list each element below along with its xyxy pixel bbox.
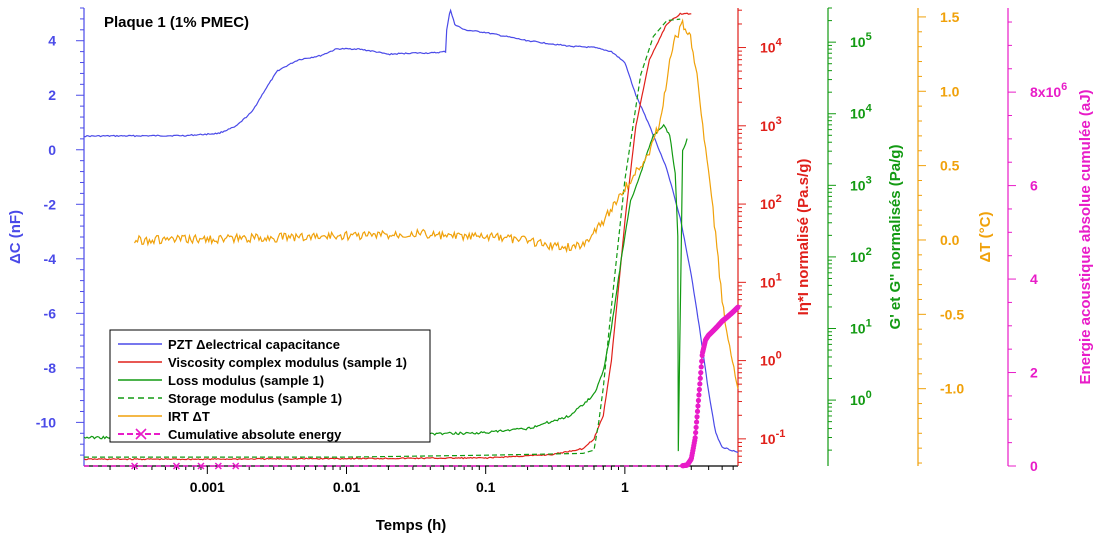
- series-line: [84, 8, 739, 453]
- y-tick-label-dT: 0.0: [940, 232, 960, 248]
- energy-marker: [694, 414, 700, 420]
- y-tick-label-eta: 104: [760, 37, 783, 56]
- y-tick-label-dC: -8: [44, 360, 57, 376]
- series-line: [133, 18, 739, 389]
- y-axis-E: 0 2 4 6 8x106 Energie acoustique absolue cumu…: [1007, 8, 1094, 474]
- x-axis: 0.001 0.01 0.1 1 Temps (h): [109, 466, 734, 534]
- y-tick-label-mod: 102: [850, 246, 872, 265]
- x-tick-label: 0.01: [333, 479, 360, 495]
- energy-marker: [698, 370, 704, 376]
- y-tick-label-dC: 4: [48, 33, 56, 49]
- y-tick-label-dC: -6: [44, 305, 57, 321]
- energy-marker: [131, 462, 139, 470]
- y-tick-label-dT: 1.5: [940, 9, 960, 25]
- y-axis-eta: 10-1 100 101 102 103 104 Iη*I normalisé (Pa.s/…: [737, 8, 812, 466]
- legend-label: Storage modulus (sample 1): [168, 391, 342, 406]
- energy-marker: [214, 462, 222, 470]
- y-axis-dT: 1.5 1.0 0.5 0.0 -0.5 -1.0 ΔT (°C): [917, 8, 994, 466]
- chart-title: Plaque 1 (1% PMEC): [104, 14, 249, 31]
- y-tick-label-dC: -4: [44, 251, 57, 267]
- series-line: [84, 18, 681, 458]
- legend-label: IRT ΔT: [168, 409, 210, 424]
- y-axis-mod: 100 101 102 103 104 105 G' et G'' normalisés (…: [827, 7, 904, 466]
- y-tick-label-mod: 104: [850, 103, 873, 122]
- y-axis-dC: 4 2 0 -2 -4 -6 -8 -10 ΔC (nF): [7, 7, 84, 456]
- x-axis-label: Temps (h): [376, 517, 447, 534]
- energy-marker: [172, 462, 180, 470]
- y-tick-label-dC: 2: [48, 87, 56, 103]
- energy-marker: [697, 375, 703, 381]
- energy-marker: [735, 304, 741, 310]
- y-tick-label-mod: 105: [850, 31, 872, 50]
- series-line: [84, 12, 692, 461]
- y-tick-label-dT: -1.0: [940, 381, 964, 397]
- energy-marker: [197, 462, 205, 470]
- legend-label: Loss modulus (sample 1): [168, 373, 324, 388]
- y-tick-label-mod: 103: [850, 174, 872, 193]
- y-tick-label-mod: 101: [850, 317, 872, 336]
- legend-label: Cumulative absolute energy: [168, 427, 342, 442]
- y-axis-label-mod: G' et G'' normalisés (Pa/g): [887, 145, 904, 330]
- energy-marker: [696, 392, 702, 398]
- y-tick-label-dT: -0.5: [940, 306, 964, 322]
- y-tick-label-dC: -2: [44, 196, 57, 212]
- y-tick-label-eta: 101: [760, 271, 782, 290]
- energy-marker: [693, 424, 699, 430]
- y-axis-label-eta: Iη*I normalisé (Pa.s/g): [795, 159, 812, 316]
- energy-marker: [696, 386, 702, 393]
- x-tick-label: 1: [621, 479, 629, 495]
- y-tick-label-E: 0: [1030, 458, 1038, 474]
- energy-marker: [697, 381, 703, 387]
- y-tick-label-dT: 1.0: [940, 83, 960, 99]
- y-tick-label-E: 2: [1030, 365, 1038, 381]
- x-tick-label: 0.001: [190, 479, 225, 495]
- y-tick-label-eta: 10-1: [760, 428, 785, 447]
- series-layer: [84, 8, 741, 470]
- y-tick-label-dT: 0.5: [940, 158, 960, 174]
- y-axes: 4 2 0 -2 -4 -6 -8 -10 ΔC (nF) 10-1 100 101 102 103 104…: [7, 7, 1094, 474]
- energy-marker: [692, 435, 698, 441]
- y-tick-label-E: 4: [1030, 271, 1038, 287]
- energy-marker: [232, 462, 240, 470]
- x-tick-label: 0.1: [476, 479, 496, 495]
- y-axis-label-E: Energie acoustique absolue cumulée (aJ): [1077, 89, 1094, 384]
- y-tick-label-dC: -10: [36, 414, 56, 430]
- y-tick-label-mod: 100: [850, 389, 872, 408]
- y-tick-label-dC: 0: [48, 142, 56, 158]
- energy-marker: [695, 397, 702, 404]
- y-tick-label-E: 6: [1030, 178, 1038, 194]
- energy-marker: [693, 419, 700, 425]
- y-axis-label-dT: ΔT (°C): [977, 212, 994, 263]
- y-axis-label-dC: ΔC (nF): [7, 210, 24, 264]
- energy-marker: [698, 364, 704, 370]
- legend-label: Viscosity complex modulus (sample 1): [168, 355, 407, 370]
- legend-marker: [135, 428, 147, 440]
- energy-marker: [694, 408, 701, 414]
- legend-box: [109, 329, 431, 443]
- legend: PZT Δelectrical capacitance Viscosity com…: [109, 329, 431, 443]
- energy-marker: [693, 429, 699, 436]
- y-tick-label-eta: 102: [760, 193, 782, 212]
- energy-marker: [699, 358, 705, 364]
- y-tick-label-eta: 100: [760, 350, 782, 369]
- energy-marker: [695, 403, 701, 409]
- y-tick-label-E: 8x106: [1030, 81, 1067, 100]
- legend-label: PZT Δelectrical capacitance: [168, 337, 340, 352]
- y-tick-label-eta: 103: [760, 115, 782, 134]
